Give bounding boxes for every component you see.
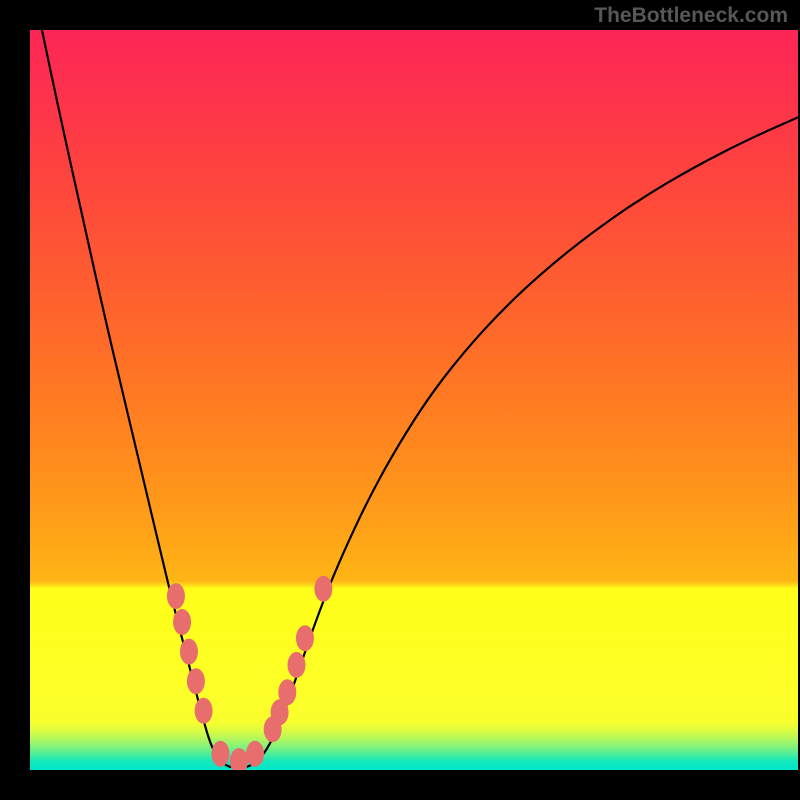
curve-marker: [296, 625, 314, 651]
curve-layer: [30, 30, 798, 770]
watermark-text: TheBottleneck.com: [594, 4, 788, 28]
curve-marker: [314, 576, 332, 602]
curve-marker: [246, 741, 264, 767]
curve-marker: [173, 609, 191, 635]
curve-marker: [288, 652, 306, 678]
curve-marker: [167, 583, 185, 609]
curve-marker: [278, 679, 296, 705]
curve-marker: [211, 741, 229, 767]
curve-marker: [180, 639, 198, 665]
plot-area: [30, 30, 798, 770]
bottleneck-curve: [40, 30, 798, 768]
curve-marker: [195, 698, 213, 724]
chart-container: TheBottleneck.com: [0, 0, 800, 800]
curve-marker: [230, 748, 248, 770]
curve-markers: [167, 576, 332, 770]
curve-marker: [187, 668, 205, 694]
